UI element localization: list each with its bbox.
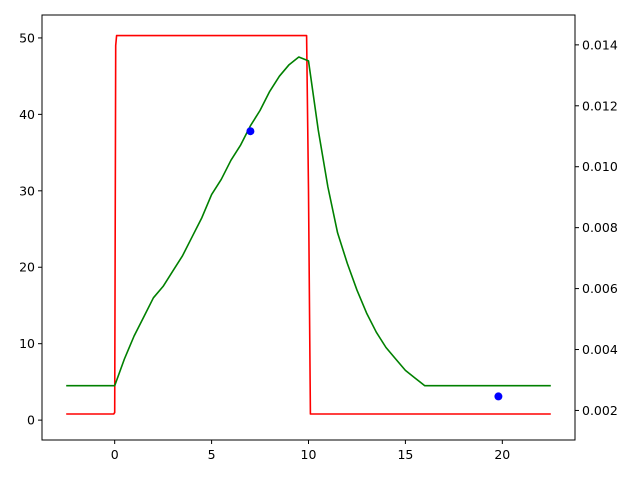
y2-tick-label: 0.008 <box>582 220 618 235</box>
y-tick-label: 20 <box>19 260 35 275</box>
y-tick-label: 50 <box>19 30 35 45</box>
y-tick-label: 30 <box>19 183 35 198</box>
x-axis: 0 5 10 15 20 <box>111 440 510 462</box>
data-point <box>494 392 503 401</box>
points-layer <box>246 127 503 401</box>
y-tick-label: 0 <box>27 413 35 428</box>
series-line-2 <box>66 56 551 387</box>
x-tick-label: 0 <box>111 447 119 462</box>
y-tick-label: 40 <box>19 107 35 122</box>
y2-tick-label: 0.014 <box>582 37 618 52</box>
y-tick-label: 10 <box>19 336 35 351</box>
x-tick-label: 20 <box>494 447 510 462</box>
x-tick-label: 5 <box>208 447 216 462</box>
y2-tick-label: 0.006 <box>582 281 618 296</box>
data-point <box>246 127 255 136</box>
x-tick-label: 10 <box>301 447 317 462</box>
y2-tick-label: 0.002 <box>582 403 618 418</box>
series-line-1 <box>66 34 551 415</box>
y-axis-left: 0 10 20 30 40 50 <box>19 30 42 428</box>
y2-tick-label: 0.004 <box>582 342 618 357</box>
y2-tick-label: 0.012 <box>582 98 618 113</box>
x-tick-label: 15 <box>397 447 413 462</box>
y2-tick-label: 0.010 <box>582 159 618 174</box>
series-layer <box>66 34 551 415</box>
y-axis-right: 0.002 0.004 0.006 0.008 0.010 0.012 0.014 <box>575 37 618 418</box>
